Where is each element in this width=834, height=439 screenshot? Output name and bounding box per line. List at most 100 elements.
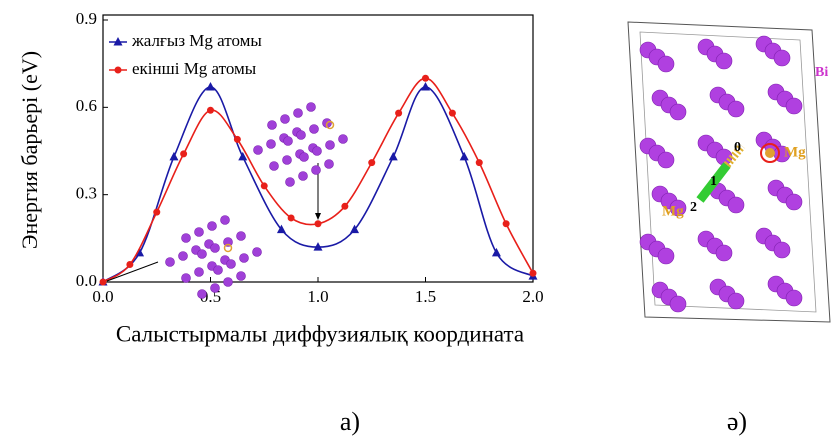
caption: а) (340, 407, 360, 436)
atom (283, 156, 292, 165)
atom (286, 178, 295, 187)
data-point (422, 75, 429, 82)
data-point (476, 159, 483, 166)
bi-atom (774, 242, 790, 258)
legend-marker (115, 67, 122, 74)
atom (182, 274, 191, 283)
bi-atom (786, 98, 802, 114)
data-point (421, 82, 430, 91)
y-tick-label: 0.0 (76, 271, 97, 290)
atom (268, 121, 277, 130)
x-axis-label: Салыстырмалы диффузиялық координата (116, 321, 524, 346)
y-tick-label: 0.3 (76, 184, 97, 203)
atom (198, 250, 207, 259)
atom (179, 252, 188, 261)
atom (297, 131, 306, 140)
atom (254, 146, 263, 155)
structure-label: 0 (734, 140, 741, 155)
data-point (315, 220, 322, 227)
data-point (395, 110, 402, 117)
atom (198, 290, 207, 299)
bi-atom (658, 152, 674, 168)
atom (312, 166, 321, 175)
bi-atom (716, 245, 732, 261)
data-point (206, 82, 215, 91)
atom (166, 258, 175, 267)
mg-atom (765, 148, 775, 158)
bi-atom (786, 290, 802, 306)
data-point (503, 220, 510, 227)
data-point (126, 261, 133, 268)
data-point (100, 279, 107, 286)
atom (211, 284, 220, 293)
data-point (492, 248, 501, 257)
data-point (153, 209, 160, 216)
atom (267, 140, 276, 149)
data-point (261, 182, 268, 189)
atom (182, 234, 191, 243)
atom (221, 216, 230, 225)
atom (240, 254, 249, 263)
x-tick-label: 2.0 (522, 287, 543, 306)
crystal-structure (628, 22, 830, 322)
data-point (180, 150, 187, 157)
atom (237, 272, 246, 281)
x-tick-label: 1.0 (307, 287, 328, 306)
structure-insets (166, 103, 348, 299)
atom (211, 244, 220, 253)
y-tick-label: 0.9 (76, 9, 97, 28)
atom (326, 141, 335, 150)
data-point (234, 136, 241, 143)
atom (281, 115, 290, 124)
atom (294, 109, 303, 118)
data-point (169, 152, 178, 161)
atom (310, 125, 319, 134)
data-point (207, 107, 214, 114)
x-tick-label: 1.5 (415, 287, 436, 306)
data-point (449, 110, 456, 117)
atom (313, 147, 322, 156)
atom (195, 268, 204, 277)
caption: ә) (727, 407, 747, 436)
data-point (341, 203, 348, 210)
bi-atom (728, 197, 744, 213)
atom (224, 278, 233, 287)
data-point (389, 152, 398, 161)
bi-atom (786, 194, 802, 210)
atom (325, 160, 334, 169)
atom (300, 153, 309, 162)
bi-atom (658, 248, 674, 264)
bi-atom (774, 50, 790, 66)
structure-label: Mg (784, 144, 806, 160)
atom (299, 172, 308, 181)
atom (339, 135, 348, 144)
bi-atom (670, 104, 686, 120)
structure-label: Bi (815, 65, 828, 80)
bi-atom (670, 296, 686, 312)
structure-label: Mg (662, 203, 684, 219)
bi-atom (716, 53, 732, 69)
figure: 0.00.51.01.52.00.00.30.60.9жалғыз Mg ато… (0, 0, 834, 439)
atom (214, 266, 223, 275)
unit-cell-back (640, 32, 816, 312)
data-point (288, 214, 295, 221)
atom (237, 232, 246, 241)
atom (208, 222, 217, 231)
data-point (460, 152, 469, 161)
atom (253, 248, 262, 257)
bi-atom (728, 293, 744, 309)
y-tick-label: 0.6 (76, 96, 97, 115)
data-point (368, 159, 375, 166)
legend-label: жалғыз Mg атомы (131, 31, 262, 50)
arrow-head (315, 213, 321, 220)
atom (270, 162, 279, 171)
atom (195, 228, 204, 237)
y-axis-label: Энергия барьері (eV) (17, 51, 42, 249)
atom (284, 137, 293, 146)
atom (227, 260, 236, 269)
structure-label: 2 (690, 200, 697, 215)
structure-label: 1 (710, 174, 717, 189)
atom (307, 103, 316, 112)
bi-atom (658, 56, 674, 72)
